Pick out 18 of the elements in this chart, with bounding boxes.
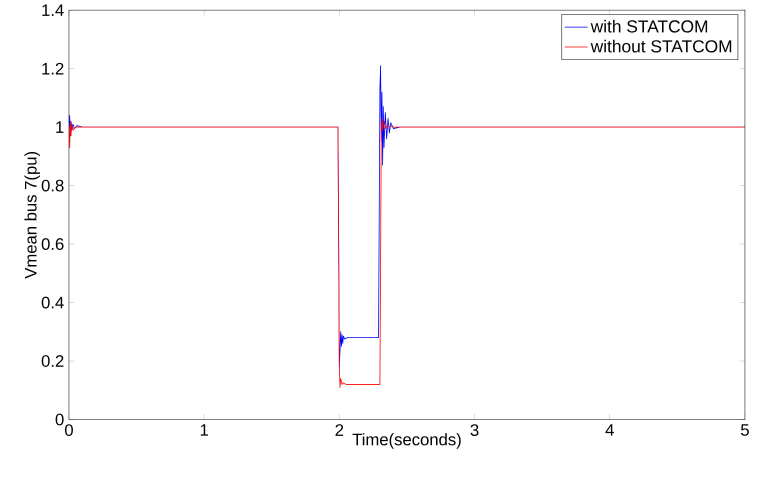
x-tick-label: 1 (200, 424, 208, 436)
y-tick-label: 1 (56, 122, 64, 134)
x-tick-label: 4 (605, 424, 614, 436)
legend-label: without STATCOM (590, 40, 732, 53)
x-axis-title: Time(seconds) (352, 433, 461, 449)
x-tick-label: 0 (64, 424, 73, 436)
y-tick-label: 0 (56, 414, 64, 426)
legend-label: with STATCOM (590, 20, 708, 33)
y-tick-label: 0.2 (42, 355, 64, 368)
y-tick-label: 1.2 (42, 63, 64, 75)
y-tick-label: 0.6 (42, 238, 64, 250)
y-axis-title: Vmean bus 7(pu) (24, 152, 40, 279)
y-tick-label: 1.4 (42, 4, 64, 16)
y-tick-label: 0.4 (42, 296, 64, 309)
x-tick-label: 5 (740, 424, 749, 436)
y-tick-label: 0.8 (42, 180, 64, 192)
x-tick-label: 2 (336, 424, 344, 436)
x-tick-label: 3 (470, 424, 478, 436)
